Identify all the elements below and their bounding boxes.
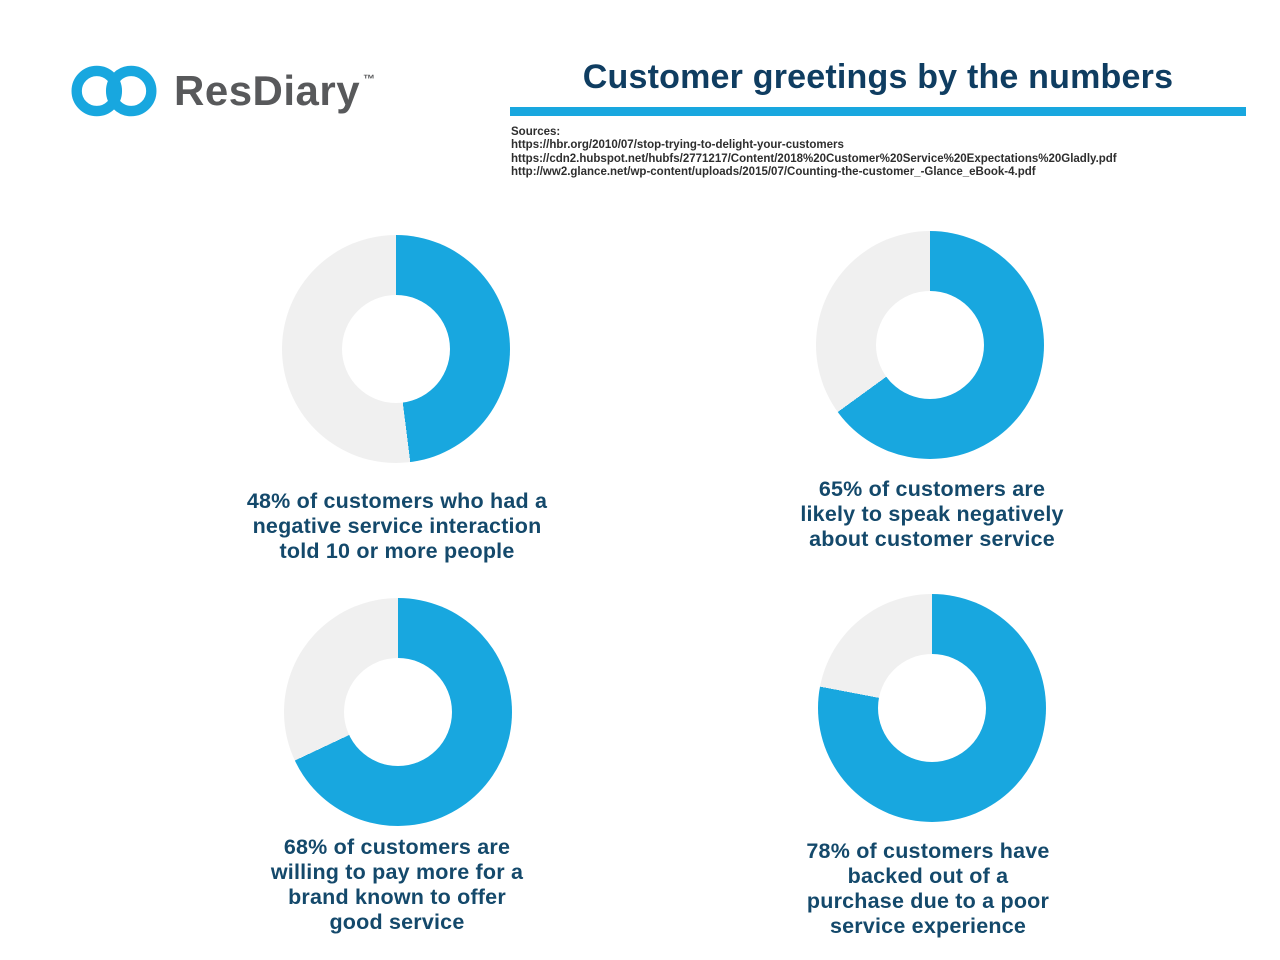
donut-hole (878, 654, 986, 762)
header: Customer greetings by the numbers Source… (510, 58, 1246, 180)
stat-caption-48: 48% of customers who had a negative serv… (246, 489, 548, 563)
sources-block: Sources: https://hbr.org/2010/07/stop-tr… (510, 125, 1246, 180)
stat-caption-78: 78% of customers have backed out of a pu… (806, 839, 1050, 938)
donut-hole (342, 295, 450, 403)
source-url-2: https://cdn2.hubspot.net/hubfs/2771217/C… (511, 152, 1117, 165)
donut-chart-65-percent (816, 231, 1044, 459)
source-url-3: http://ww2.glance.net/wp-content/uploads… (511, 166, 1036, 178)
page-title: Customer greetings by the numbers (582, 58, 1174, 96)
stat-caption-68: 68% of customers are willing to pay more… (270, 835, 524, 934)
logo-brand-text: ResDiary (174, 67, 361, 114)
source-url-1: https://hbr.org/2010/07/stop-trying-to-d… (511, 139, 844, 151)
sources-label: Sources: (511, 126, 561, 138)
donut-hole (876, 291, 984, 399)
resdiary-logo: ResDiary ™ (68, 60, 376, 122)
donut-chart-48-percent (282, 235, 510, 463)
logo-wordmark: ResDiary ™ (174, 67, 376, 115)
resdiary-infinity-icon (71, 65, 157, 117)
title-underline (510, 107, 1246, 116)
donut-chart-68-percent (284, 598, 512, 826)
trademark-symbol: ™ (363, 72, 376, 86)
donut-chart-78-percent (818, 594, 1046, 822)
donut-hole (344, 658, 452, 766)
stat-caption-65: 65% of customers are likely to speak neg… (800, 477, 1064, 551)
